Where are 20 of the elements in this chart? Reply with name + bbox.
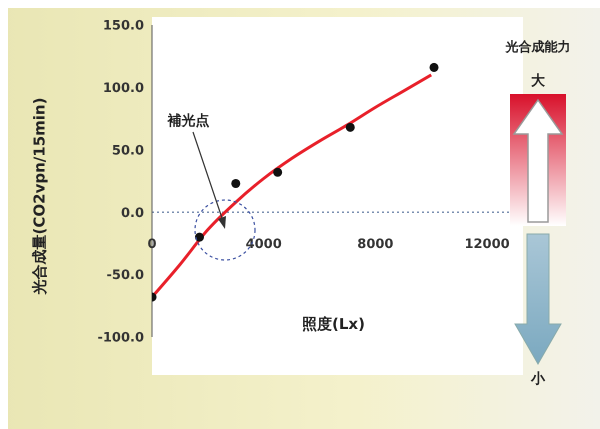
text: 小 <box>531 370 545 388</box>
annotation: 補光点 <box>168 112 210 130</box>
x-tick-label: 4000 <box>246 237 282 252</box>
point <box>231 178 240 188</box>
point <box>273 168 282 177</box>
y-tick-label: -50.0 <box>106 268 144 284</box>
x-axis-title: 照度(Lx) <box>302 315 365 334</box>
y-axis-title: 光合成量(CO2vpn/15min) <box>30 98 50 294</box>
annotation: 光合成能力 <box>506 39 570 56</box>
y-tick-label: 100.0 <box>102 81 144 96</box>
point <box>346 122 355 132</box>
point <box>430 62 439 72</box>
text: 大 <box>531 72 545 90</box>
x-tick-label: 8000 <box>357 237 394 252</box>
x-tick-label: 12000 <box>464 237 510 252</box>
y-tick-label: 50.0 <box>112 143 144 158</box>
y-tick-label: 150.0 <box>102 18 144 34</box>
y-tick-label: -100.0 <box>97 330 144 346</box>
point <box>194 232 204 242</box>
y-tick-label: 0.0 <box>120 206 144 221</box>
